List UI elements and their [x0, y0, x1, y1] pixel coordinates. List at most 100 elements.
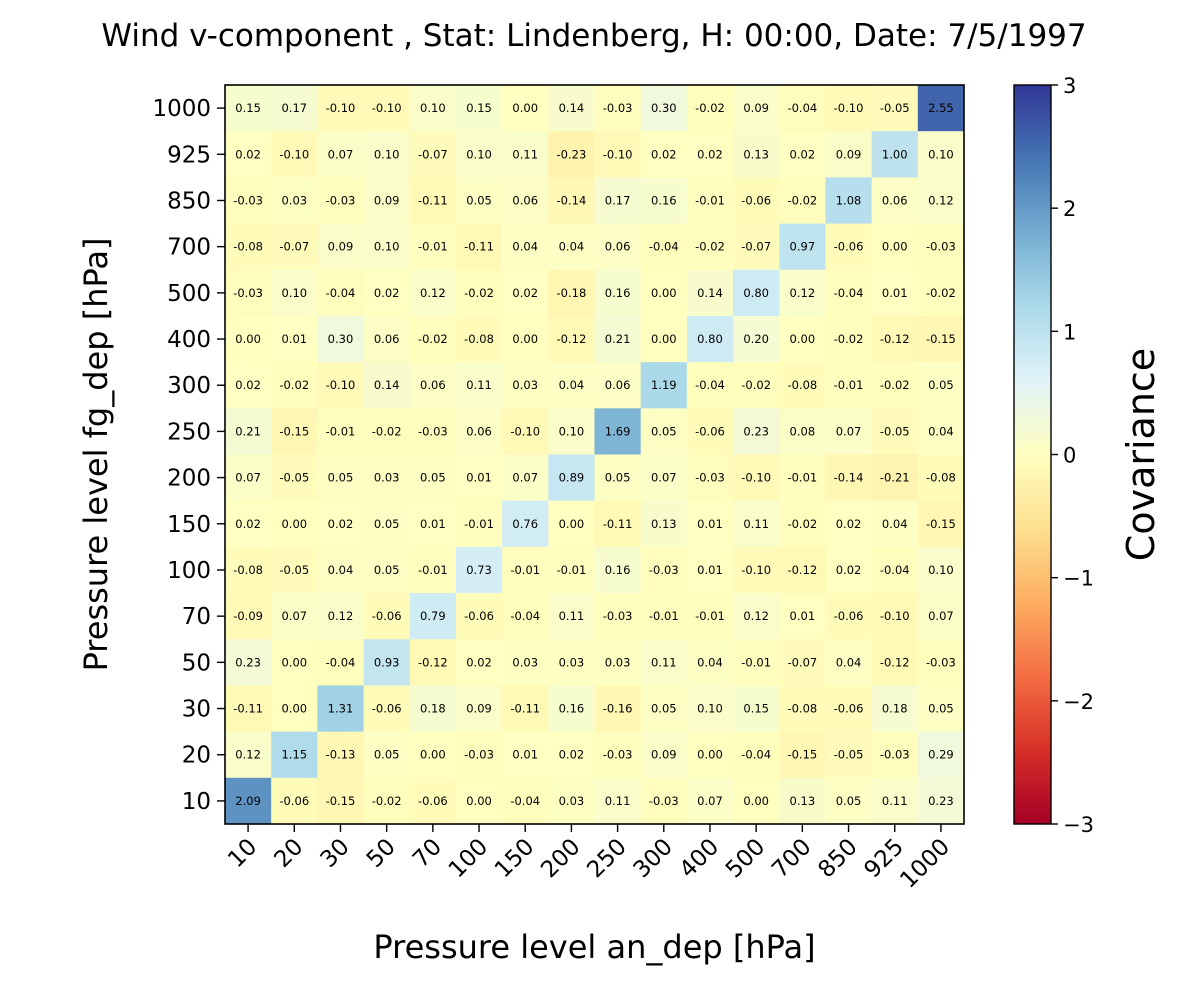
cell-value-label: 0.29 — [928, 748, 954, 762]
heatmap-cell — [779, 362, 826, 409]
heatmap-cell — [825, 315, 873, 363]
heatmap-cell — [409, 362, 457, 409]
heatmap-cell — [779, 177, 826, 225]
heatmap-cell — [917, 593, 965, 640]
heatmap-cell — [548, 362, 595, 409]
heatmap-cell — [271, 454, 318, 502]
cell-value-label: 0.12 — [328, 609, 354, 623]
heatmap-cell — [363, 639, 411, 686]
cell-value-label: -0.05 — [279, 471, 309, 485]
heatmap-cell — [317, 269, 365, 317]
cell-value-label: 0.06 — [420, 378, 446, 392]
heatmap-cell — [640, 131, 688, 178]
cell-value-label: 0.09 — [466, 702, 492, 716]
cell-value-label: 0.03 — [512, 655, 538, 669]
colorbar-tick-label: 2 — [1063, 197, 1076, 221]
cell-value-label: 0.15 — [235, 101, 261, 115]
cell-value-label: -0.10 — [372, 101, 402, 115]
cell-value-label: 0.14 — [374, 378, 400, 392]
heatmap-cell — [548, 593, 595, 640]
heatmap-cell — [317, 131, 365, 178]
cell-value-label: 0.12 — [235, 748, 261, 762]
x-axis-ticks: 10 20 30 50 70100150200250300400500700850925… — [223, 824, 955, 894]
heatmap-cell — [455, 639, 503, 686]
heatmap-cell-labels: 0.15 0.17 -0.10 -0.10 0.10 0.15 0.00 0.14 -0.03 0… — [233, 101, 956, 808]
heatmap-cell — [363, 408, 411, 455]
heatmap-cell — [686, 777, 734, 825]
cell-value-label: 0.11 — [651, 655, 677, 669]
heatmap-cell — [271, 546, 318, 594]
heatmap-cell — [640, 362, 688, 409]
y-tick-label: 400 — [167, 327, 211, 353]
heatmap-cell — [409, 131, 457, 178]
heatmap-cell — [917, 546, 965, 594]
cell-value-label: -0.04 — [326, 286, 356, 300]
heatmap-cell — [779, 731, 826, 779]
heatmap-cell — [686, 408, 734, 455]
cell-value-label: -0.01 — [418, 240, 448, 254]
cell-value-label: 0.03 — [512, 378, 538, 392]
heatmap-cell — [733, 85, 780, 132]
heatmap-cell — [502, 593, 549, 640]
heatmap-cell — [686, 639, 734, 686]
cell-value-label: -0.07 — [279, 240, 309, 254]
heatmap-cell — [409, 454, 457, 502]
heatmap-cell — [640, 223, 688, 271]
colorbar-tick-label: −1 — [1063, 567, 1094, 591]
cell-value-label: 0.11 — [466, 378, 492, 392]
heatmap-cell — [409, 85, 457, 132]
cell-value-label: -0.03 — [649, 794, 679, 808]
heatmap-cell — [548, 408, 595, 455]
heatmap-cell — [363, 777, 411, 825]
cell-value-label: 0.97 — [790, 240, 816, 254]
cell-value-label: -0.01 — [695, 609, 725, 623]
heatmap-cell — [455, 362, 503, 409]
cell-value-label: 0.01 — [790, 609, 816, 623]
x-tick-label: 50 — [362, 834, 401, 873]
cell-value-label: -0.03 — [326, 193, 356, 207]
heatmap-cell — [779, 85, 826, 132]
cell-value-label: 0.00 — [281, 702, 307, 716]
cell-value-label: -0.08 — [787, 702, 817, 716]
heatmap-cell — [502, 454, 549, 502]
heatmap-cell — [779, 269, 826, 317]
cell-value-label: 0.03 — [559, 655, 585, 669]
heatmap-cell — [733, 131, 780, 178]
heatmap-cell — [917, 454, 965, 502]
cell-value-label: -0.05 — [834, 748, 864, 762]
cell-value-label: 0.10 — [697, 702, 723, 716]
cell-value-label: -0.02 — [834, 332, 864, 346]
heatmap-cell — [455, 177, 503, 225]
x-tick-label: 1000 — [895, 834, 955, 894]
heatmap-cell — [548, 685, 595, 733]
cell-value-label: 0.00 — [420, 748, 446, 762]
cell-value-label: -0.04 — [787, 101, 817, 115]
heatmap-cell — [594, 131, 642, 178]
colorbar-tick-label: −3 — [1063, 813, 1094, 837]
heatmap-cell — [825, 685, 873, 733]
heatmap-cell — [502, 685, 549, 733]
cell-value-label: -0.01 — [418, 563, 448, 577]
cell-value-label: 0.02 — [235, 517, 261, 531]
cell-value-label: 0.02 — [790, 147, 816, 161]
heatmap-cell — [686, 177, 734, 225]
heatmap-cell — [917, 177, 965, 225]
cell-value-label: 0.05 — [420, 471, 446, 485]
heatmap-cell — [871, 546, 919, 594]
cell-value-label: 0.93 — [374, 655, 400, 669]
cell-value-label: 0.10 — [928, 563, 954, 577]
heatmap-cell — [871, 408, 919, 455]
heatmap-cell — [271, 593, 318, 640]
heatmap-cell — [917, 85, 965, 132]
cell-value-label: 0.00 — [882, 240, 908, 254]
x-tick-label: 150 — [490, 834, 539, 883]
heatmap-cell — [640, 777, 688, 825]
cell-value-label: 0.10 — [281, 286, 307, 300]
cell-value-label: 0.06 — [605, 378, 631, 392]
cell-value-label: -0.12 — [880, 655, 910, 669]
cell-value-label: 0.08 — [790, 424, 816, 438]
x-tick-label: 250 — [582, 834, 631, 883]
cell-value-label: 0.11 — [559, 609, 585, 623]
heatmap-cell — [455, 131, 503, 178]
